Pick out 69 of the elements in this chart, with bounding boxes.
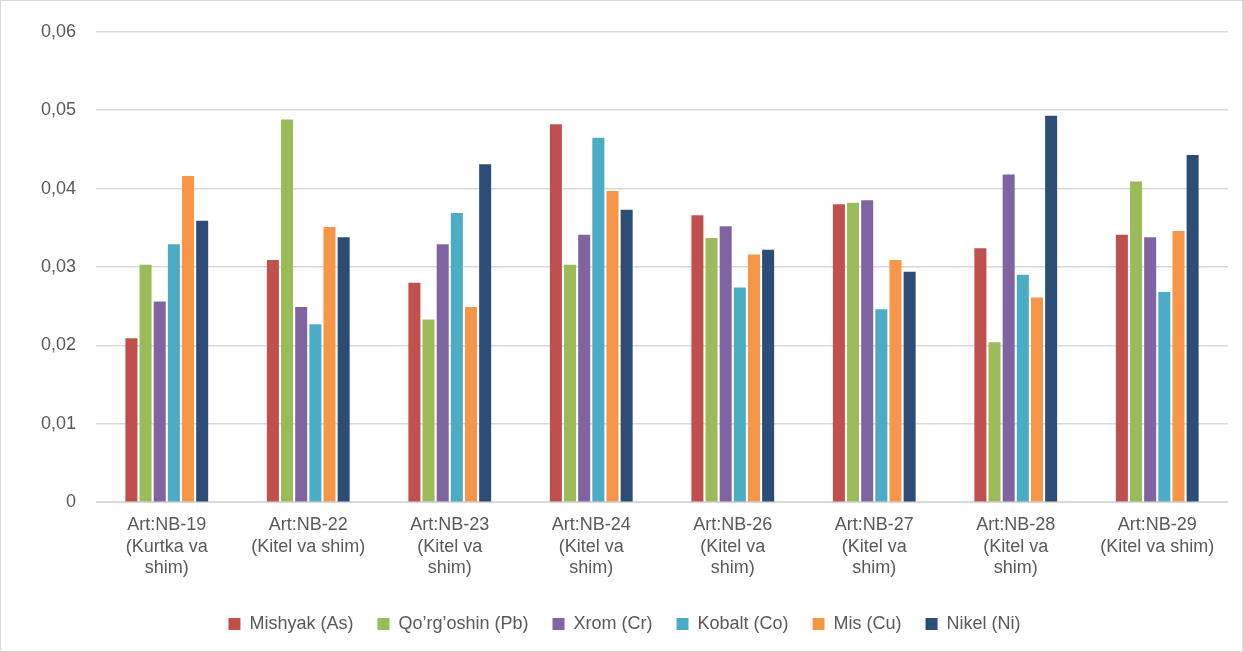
bar (1030, 297, 1043, 502)
bar (606, 190, 619, 502)
bar (323, 227, 336, 502)
bar (719, 226, 732, 502)
bar (578, 234, 591, 502)
y-tick-label: 0,05 (40, 99, 77, 120)
bar (281, 119, 294, 502)
x-tick-label: Art:NB-24 (Kitel va shim) (551, 513, 631, 578)
x-tick-label: Art:NB-28 (Kitel va shim) (976, 513, 1056, 578)
bar (1186, 154, 1199, 502)
bar (153, 301, 166, 502)
bar (408, 282, 421, 502)
bar (762, 249, 775, 502)
bar (295, 306, 308, 502)
bar (1144, 237, 1157, 502)
x-tick-label: Art:NB-27 (Kitel va shim) (834, 513, 914, 578)
bar (337, 237, 350, 502)
bar (620, 209, 633, 502)
y-tick-label: 0,06 (40, 20, 77, 41)
bar (903, 271, 916, 502)
y-tick-label: 0,03 (40, 255, 77, 276)
bar (1016, 274, 1029, 502)
bar (436, 244, 449, 502)
x-tick-label: Art:NB-19 (Kurtka va shim) (125, 513, 209, 578)
x-tick-label: Art:NB-22 (Kitel va shim) (251, 513, 366, 556)
legend-label: Mis (Cu) (833, 612, 902, 633)
bar (564, 264, 577, 502)
legend-label: Xrom (Cr) (573, 612, 653, 633)
legend-label: Mishyak (As) (249, 612, 354, 633)
bar (1172, 230, 1185, 502)
x-tick-label: Art:NB-26 (Kitel va shim) (693, 513, 773, 578)
bar (691, 215, 704, 502)
bar (139, 264, 152, 502)
bar (988, 342, 1001, 502)
bar (1002, 174, 1015, 502)
bar (747, 254, 760, 502)
bar (847, 202, 860, 502)
bar (450, 212, 463, 502)
bar (266, 259, 279, 502)
bar (422, 319, 435, 502)
x-tick-label: Art:NB-23 (Kitel va shim) (410, 513, 490, 578)
bar (309, 324, 322, 502)
y-tick-label: 0,04 (40, 177, 77, 198)
bar (875, 309, 888, 502)
bar (861, 200, 874, 502)
legend-label: Kobalt (Co) (697, 612, 789, 633)
legend-label: Qo’rg’oshin (Pb) (398, 612, 529, 633)
bar (479, 164, 492, 502)
bar (181, 176, 195, 502)
bar (1158, 292, 1171, 502)
bar (1045, 115, 1058, 502)
bar (167, 244, 180, 502)
bar (592, 137, 605, 502)
bar (1115, 234, 1128, 502)
bar (705, 237, 718, 502)
bar (974, 248, 987, 502)
bar (549, 124, 562, 502)
bar (1130, 181, 1143, 502)
bar (889, 259, 902, 502)
bar (125, 338, 138, 502)
bar (196, 220, 209, 502)
bar (733, 287, 746, 502)
y-tick-label: 0,02 (40, 334, 77, 355)
bar (832, 204, 845, 502)
x-tick-label: Art:NB-29 (Kitel va shim) (1100, 513, 1215, 556)
legend-label: Nikel (Ni) (946, 612, 1021, 633)
y-tick-label: 0 (66, 491, 77, 512)
bar (464, 306, 478, 502)
y-tick-label: 0,01 (40, 412, 77, 433)
